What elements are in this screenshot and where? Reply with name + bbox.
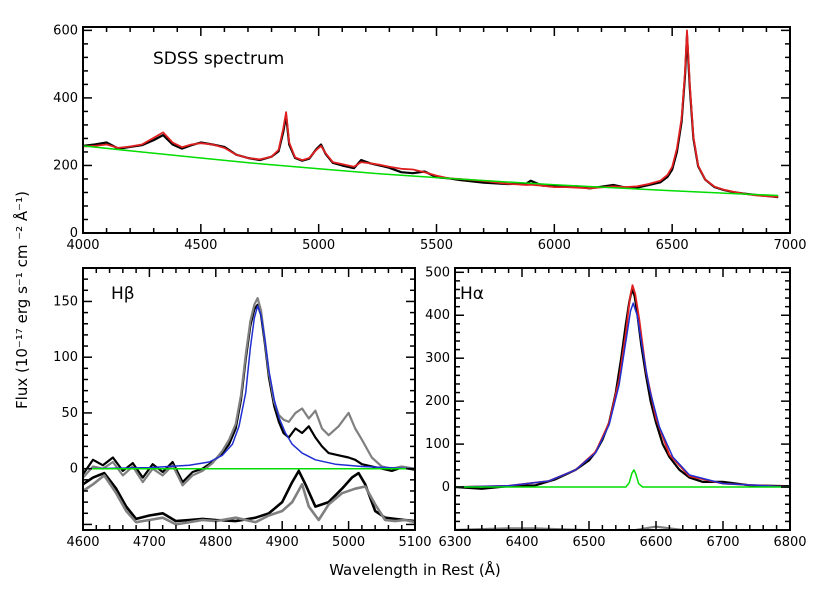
- hbeta-series-component-gray: [83, 474, 415, 526]
- hbeta-y-tick-label: 50: [61, 406, 78, 421]
- sdss-y-tick-label: 400: [53, 91, 78, 106]
- halpha-y-tick-label: 0: [442, 480, 450, 495]
- hbeta-series-component-black: [83, 469, 415, 523]
- hbeta-x-tick-label: 4900: [266, 535, 299, 550]
- halpha-series-residual: [455, 525, 698, 530]
- halpha-x-tick-label: 6800: [773, 535, 806, 550]
- halpha-x-tick-label: 6400: [505, 535, 538, 550]
- hbeta-plot-frame: [82, 267, 416, 531]
- hbeta-x-tick-label: 4600: [66, 535, 99, 550]
- halpha-plot-frame: [454, 267, 791, 531]
- halpha-x-tick-label: 6300: [438, 535, 471, 550]
- hbeta-series-observed-gray: [83, 297, 415, 487]
- panel-halpha: 6300 6400 6500 6600 6700 6800 0 100 200 300 400 500: [425, 265, 806, 550]
- halpha-y-tick-label: 100: [425, 437, 450, 452]
- hbeta-series-broad-fit: [83, 305, 415, 470]
- sdss-x-tick-label: 4000: [66, 238, 99, 253]
- hbeta-y-tick-label: 100: [53, 350, 78, 365]
- halpha-x-tick-label: 6600: [639, 535, 672, 550]
- hbeta-x-tick-label: 4800: [199, 535, 232, 550]
- halpha-series-model: [455, 284, 790, 488]
- top-panel-label: SDSS spectrum: [153, 49, 284, 69]
- sdss-series-continuum: [83, 145, 779, 197]
- y-axis-title: Flux (10⁻¹⁷ erg s⁻¹ cm ⁻² Å⁻¹): [12, 191, 31, 409]
- sdss-x-tick-label: 7000: [773, 238, 806, 253]
- sdss-x-tick-label: 4500: [184, 238, 217, 253]
- sdss-series-model: [83, 29, 779, 198]
- halpha-x-tick-label: 6700: [706, 535, 739, 550]
- hbeta-panel-label: Hβ: [111, 284, 135, 304]
- halpha-series-narrow: [455, 469, 790, 488]
- x-axis-title: Wavelength in Rest (Å): [329, 560, 501, 579]
- sdss-x-tick-label: 5500: [420, 238, 453, 253]
- hbeta-x-tick-label: 5100: [398, 535, 431, 550]
- sdss-x-tick-label: 5000: [302, 238, 335, 253]
- halpha-y-tick-label: 400: [425, 308, 450, 323]
- hbeta-x-tick-label: 5000: [332, 535, 365, 550]
- sdss-y-tick-label: 0: [70, 226, 78, 241]
- halpha-y-tick-label: 200: [425, 394, 450, 409]
- panel-hbeta: 4600 4700 4800 4900 5000 5100 0 50 100 150: [53, 267, 432, 550]
- sdss-x-tick-label: 6500: [656, 238, 689, 253]
- halpha-panel-label: Hα: [460, 284, 484, 304]
- hbeta-x-tick-label: 4700: [133, 535, 166, 550]
- halpha-y-tick-label: 500: [425, 265, 450, 280]
- halpha-series-observed: [455, 288, 790, 490]
- sdss-y-tick-label: 200: [53, 158, 78, 173]
- sdss-y-tick-label: 600: [53, 23, 78, 38]
- sdss-x-tick-label: 6000: [538, 238, 571, 253]
- halpha-x-tick-label: 6500: [572, 535, 605, 550]
- halpha-y-tick-label: 300: [425, 351, 450, 366]
- panel-sdss-spectrum: 4000 4500 5000 5500 6000 6500 7000 0 200 400 600: [53, 23, 806, 253]
- hbeta-y-tick-label: 150: [53, 294, 78, 309]
- halpha-series-broad-fit: [455, 302, 790, 488]
- hbeta-y-tick-label: 0: [70, 462, 78, 477]
